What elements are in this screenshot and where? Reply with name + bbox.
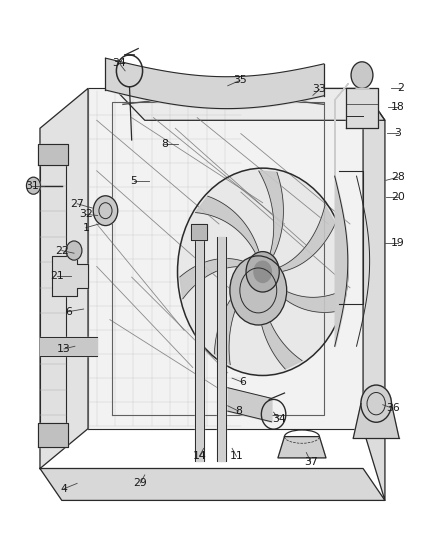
Circle shape [351, 62, 373, 88]
Polygon shape [38, 144, 68, 165]
Polygon shape [40, 160, 66, 426]
Circle shape [361, 385, 392, 422]
Text: 1: 1 [82, 223, 89, 233]
Polygon shape [40, 88, 88, 469]
Circle shape [66, 241, 82, 260]
Circle shape [93, 196, 118, 225]
Text: 37: 37 [304, 457, 318, 466]
Text: 27: 27 [70, 199, 84, 209]
Circle shape [230, 256, 287, 325]
Polygon shape [114, 88, 385, 120]
Polygon shape [88, 88, 363, 429]
Polygon shape [214, 281, 249, 365]
Polygon shape [353, 403, 399, 438]
Text: 29: 29 [134, 478, 147, 488]
Polygon shape [217, 237, 226, 461]
Text: 8: 8 [235, 406, 242, 416]
Text: 4: 4 [60, 484, 67, 494]
Text: 34: 34 [113, 59, 126, 68]
Polygon shape [40, 469, 385, 500]
Circle shape [177, 168, 348, 375]
Text: 35: 35 [233, 76, 247, 85]
Polygon shape [195, 224, 204, 461]
Text: 32: 32 [79, 209, 93, 220]
Polygon shape [278, 437, 326, 458]
Text: 3: 3 [395, 127, 402, 138]
Text: 2: 2 [397, 83, 404, 93]
Text: 34: 34 [272, 414, 286, 424]
Polygon shape [191, 224, 207, 240]
Text: 5: 5 [131, 176, 137, 187]
Text: 36: 36 [386, 403, 399, 414]
Circle shape [246, 252, 279, 292]
Polygon shape [280, 205, 336, 272]
Text: 28: 28 [391, 172, 405, 182]
Text: 20: 20 [391, 192, 405, 203]
Polygon shape [52, 256, 88, 296]
Text: 31: 31 [25, 181, 39, 191]
Text: 6: 6 [240, 377, 247, 387]
Circle shape [26, 177, 40, 194]
Text: 19: 19 [391, 238, 405, 247]
Text: 22: 22 [55, 246, 69, 255]
Text: 33: 33 [313, 84, 326, 94]
Text: 21: 21 [50, 271, 64, 281]
Text: 18: 18 [391, 102, 405, 112]
Text: 13: 13 [57, 344, 71, 354]
Polygon shape [363, 88, 385, 500]
Text: 8: 8 [161, 139, 168, 149]
Polygon shape [258, 293, 302, 369]
Text: 11: 11 [230, 451, 244, 461]
Polygon shape [180, 259, 247, 299]
Text: 14: 14 [192, 451, 206, 461]
Polygon shape [259, 171, 283, 255]
Polygon shape [195, 196, 259, 253]
Text: 6: 6 [65, 306, 72, 317]
Polygon shape [346, 88, 378, 128]
Polygon shape [38, 423, 68, 447]
Circle shape [254, 261, 272, 282]
Polygon shape [274, 285, 344, 312]
